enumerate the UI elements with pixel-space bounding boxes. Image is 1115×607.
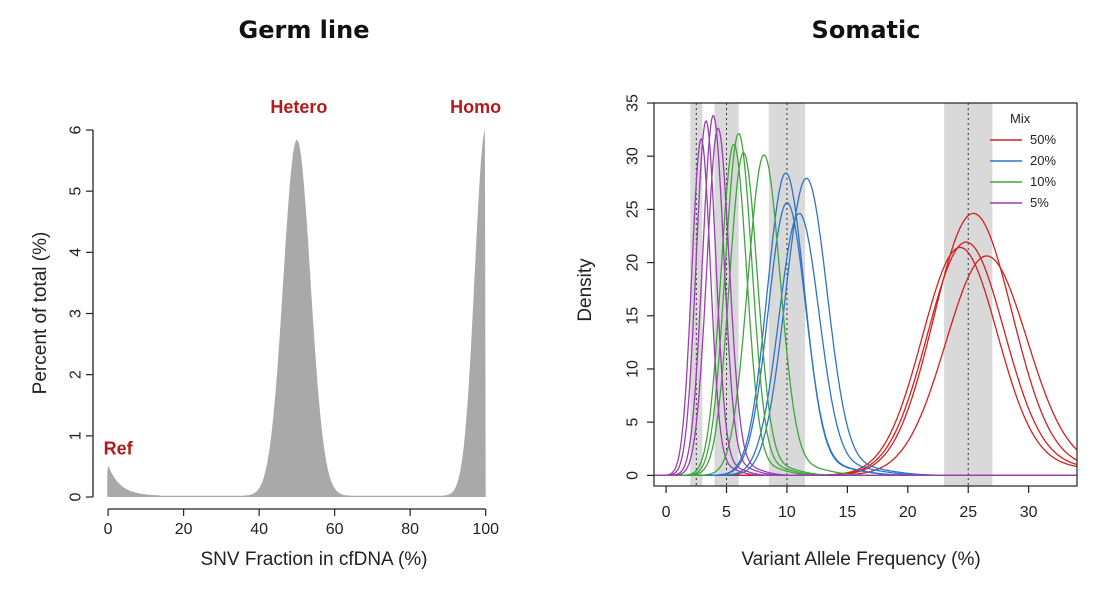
somatic-y-tick-label: 0 (625, 471, 642, 480)
somatic-legend: Mix 50% 20% 10% 5% (990, 111, 1056, 210)
germline-y-tick-label: 5 (68, 187, 85, 196)
legend-entry: 50% (1030, 132, 1056, 147)
legend-entry: 10% (1030, 174, 1056, 189)
somatic-x-tick-label: 15 (838, 504, 856, 521)
germline-area-layer (107, 130, 486, 497)
legend-entry: 5% (1030, 195, 1049, 210)
germline-y-tick-label: 6 (68, 125, 85, 134)
somatic-y-axis-label: Density (575, 258, 596, 322)
germline-title: Germ line (239, 16, 370, 44)
germline-y-tick-label: 4 (68, 248, 85, 257)
germline-x-tick-label: 0 (104, 521, 113, 538)
somatic-y-tick-label: 5 (625, 418, 642, 427)
somatic-ticks: 0 5 10 15 20 25 30 35 0 5 10 15 20 25 30 (625, 94, 1038, 521)
somatic-x-tick-label: 20 (899, 504, 917, 521)
germline-x-tick-label: 60 (326, 521, 344, 538)
somatic-x-axis-label: Variant Allele Frequency (%) (741, 549, 980, 570)
somatic-panel: Somatic 0 5 10 15 20 25 30 35 0 5 10 15 20 25 30 Mix 5… (575, 16, 1078, 570)
germline-x-tick-label: 40 (250, 521, 268, 538)
somatic-y-tick-label: 20 (625, 254, 642, 272)
germline-y-axis-label: Percent of total (%) (30, 232, 51, 395)
somatic-y-tick-label: 10 (625, 360, 642, 378)
somatic-x-tick-label: 25 (959, 504, 977, 521)
peak-label-ref: Ref (104, 438, 134, 458)
somatic-title: Somatic (812, 16, 921, 44)
somatic-x-tick-label: 10 (778, 504, 796, 521)
germline-x-tick-label: 80 (401, 521, 419, 538)
germline-x-tick-label: 20 (175, 521, 193, 538)
somatic-x-tick-label: 30 (1020, 504, 1038, 521)
somatic-dotted-lines (695, 103, 969, 486)
germline-y-tick-label: 2 (68, 370, 85, 379)
legend-entry: 20% (1030, 153, 1056, 168)
germline-y-tick-label: 0 (68, 492, 85, 501)
germline-x-axis-label: SNV Fraction in cfDNA (%) (201, 549, 428, 570)
somatic-y-tick-label: 30 (625, 147, 642, 165)
somatic-y-tick-label: 35 (625, 94, 642, 112)
curve-5pct-4 (654, 137, 1077, 477)
somatic-x-tick-label: 0 (662, 504, 671, 521)
peak-label-homo: Homo (450, 97, 501, 117)
somatic-curves (654, 114, 1077, 477)
somatic-x-tick-label: 5 (722, 504, 731, 521)
germline-y-tick-label: 3 (68, 309, 85, 318)
germline-y-tick-label: 1 (68, 431, 85, 440)
peak-label-hetero: Hetero (270, 97, 327, 117)
germline-density-area (107, 130, 486, 497)
germline-peak-labels: Ref Hetero Homo (104, 97, 502, 458)
somatic-plot-frame (653, 102, 1078, 487)
legend-title: Mix (1010, 111, 1031, 126)
somatic-y-tick-label: 15 (625, 307, 642, 325)
somatic-y-tick-label: 25 (625, 200, 642, 218)
germline-x-tick-label: 100 (472, 521, 499, 538)
